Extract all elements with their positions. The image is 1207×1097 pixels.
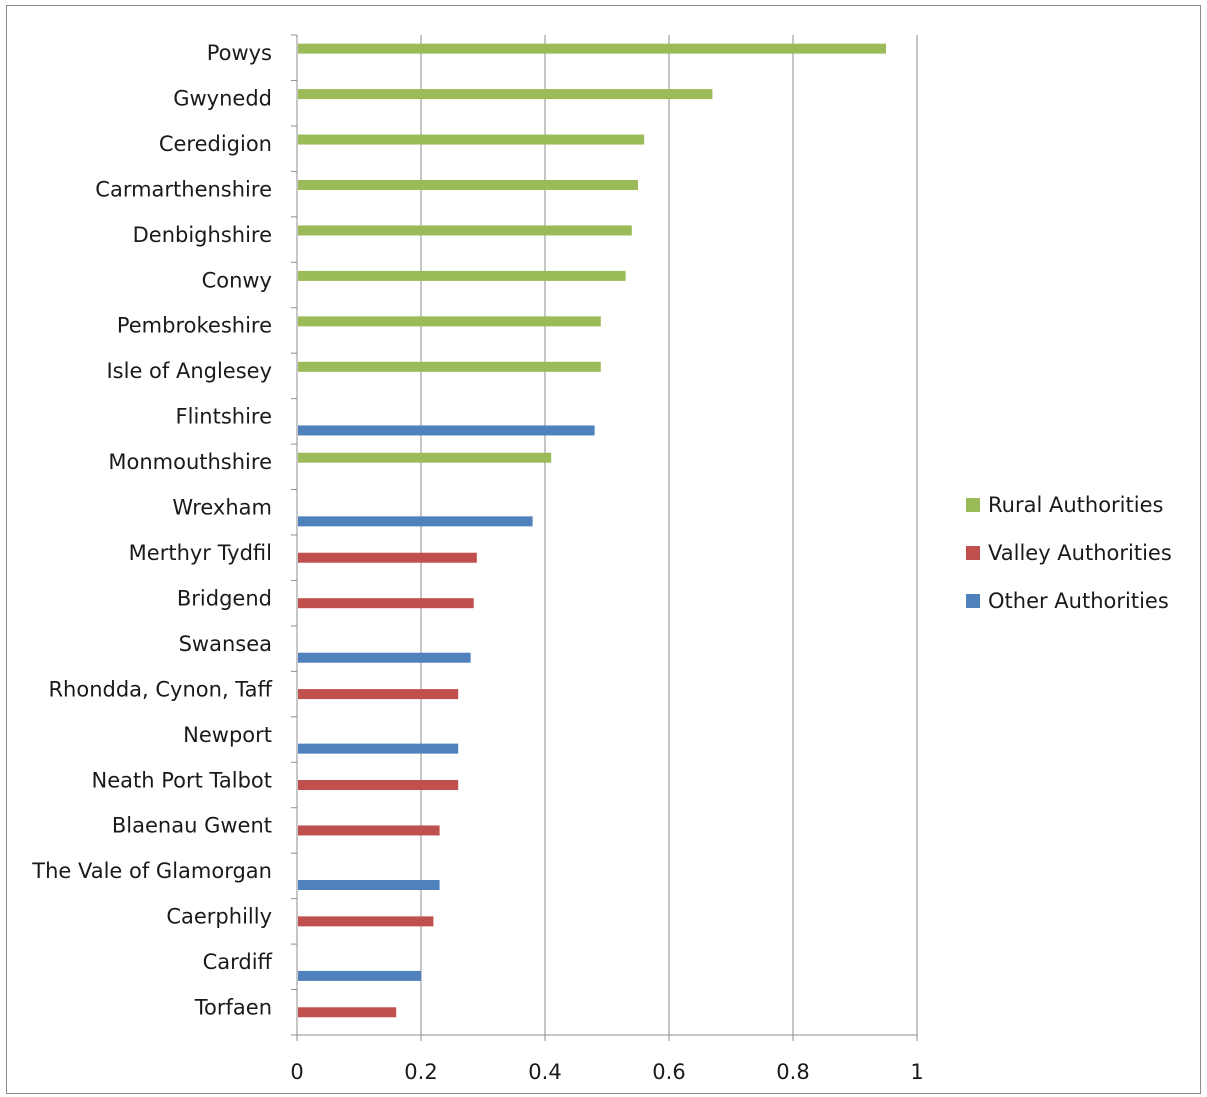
bar [298, 134, 645, 145]
bars [298, 43, 886, 1018]
bar [298, 43, 886, 54]
bar [298, 652, 471, 663]
bar [298, 1007, 397, 1018]
category-label: Merthyr Tydfil [129, 541, 272, 565]
axes [291, 34, 918, 1041]
category-label: Powys [207, 41, 272, 65]
category-label: Newport [183, 723, 272, 747]
x-tick-label: 0.4 [528, 1060, 561, 1084]
category-label: Gwynedd [173, 86, 272, 110]
legend-swatch [966, 498, 980, 512]
category-label: Pembrokeshire [117, 314, 272, 338]
gridlines [420, 35, 918, 1035]
category-label: Blaenau Gwent [112, 814, 272, 838]
legend-swatch [966, 594, 980, 608]
bar [298, 598, 474, 609]
x-tick-label: 0.6 [652, 1060, 685, 1084]
bar [298, 780, 459, 790]
x-tick-label: 0.8 [776, 1060, 809, 1084]
category-label: Cardiff [203, 950, 273, 974]
bar [298, 452, 552, 463]
bar [298, 89, 713, 100]
category-label: Rhondda, Cynon, Taff [48, 677, 272, 701]
category-label: Bridgend [177, 586, 272, 610]
category-label: Conwy [202, 268, 272, 292]
x-tick-labels: 0 0.2 0.4 0.6 0.8 1 [290, 1060, 923, 1084]
category-label: Carmarthenshire [95, 177, 272, 201]
category-label: Wrexham [172, 496, 272, 520]
bar [298, 552, 477, 563]
legend: Rural Authorities Valley Authorities Other… [966, 493, 1172, 613]
category-labels: Powys Gwynedd Ceredigion Carmarthenshire Den… [31, 41, 272, 1020]
legend-label: Other Authorities [988, 589, 1169, 613]
bar [298, 880, 440, 890]
bar [298, 743, 459, 754]
category-label: Ceredigion [159, 132, 272, 156]
bar [298, 916, 434, 927]
category-label: Neath Port Talbot [92, 768, 273, 792]
bar [298, 516, 533, 527]
category-label: Swansea [179, 632, 272, 656]
category-label: The Vale of Glamorgan [31, 859, 272, 883]
category-label: Flintshire [176, 405, 272, 429]
bar [298, 825, 440, 836]
bar [298, 316, 601, 327]
category-label: Torfaen [194, 996, 272, 1020]
bar [298, 270, 626, 281]
category-label: Monmouthshire [108, 450, 272, 474]
category-label: Isle of Anglesey [106, 359, 272, 383]
legend-label: Valley Authorities [988, 541, 1172, 565]
x-tick-label: 0.2 [404, 1060, 437, 1084]
bar [298, 425, 595, 436]
bar [298, 225, 632, 236]
legend-swatch [966, 546, 980, 560]
category-label: Denbighshire [133, 223, 272, 247]
x-tick-label: 0 [290, 1060, 303, 1084]
legend-label: Rural Authorities [988, 493, 1163, 517]
bar [298, 180, 638, 190]
x-tick-label: 1 [910, 1060, 923, 1084]
bar [298, 689, 459, 700]
category-label: Caerphilly [166, 905, 272, 929]
bar [298, 970, 421, 981]
bar [298, 361, 601, 372]
